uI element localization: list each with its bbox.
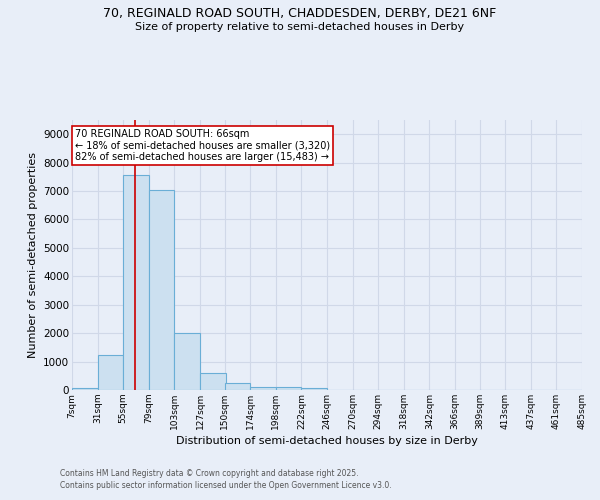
Bar (98, 356, 123, 390)
Bar (224, 383, 250, 390)
Text: Size of property relative to semi-detached houses in Derby: Size of property relative to semi-detach… (136, 22, 464, 32)
Bar (250, 387, 276, 390)
Bar (276, 387, 301, 390)
Bar (200, 373, 226, 390)
Bar (175, 332, 200, 390)
Text: Contains public sector information licensed under the Open Government Licence v3: Contains public sector information licen… (60, 481, 392, 490)
Text: 70, REGINALD ROAD SOUTH, CHADDESDEN, DERBY, DE21 6NF: 70, REGINALD ROAD SOUTH, CHADDESDEN, DER… (103, 8, 497, 20)
X-axis label: Distribution of semi-detached houses by size in Derby: Distribution of semi-detached houses by … (176, 436, 478, 446)
Bar (149, 190, 175, 390)
Text: 70 REGINALD ROAD SOUTH: 66sqm
← 18% of semi-detached houses are smaller (3,320)
: 70 REGINALD ROAD SOUTH: 66sqm ← 18% of s… (75, 128, 331, 162)
Bar (72, 388, 98, 390)
Bar (301, 388, 327, 390)
Bar (123, 174, 149, 390)
Text: Contains HM Land Registry data © Crown copyright and database right 2025.: Contains HM Land Registry data © Crown c… (60, 468, 359, 477)
Y-axis label: Number of semi-detached properties: Number of semi-detached properties (28, 152, 38, 358)
